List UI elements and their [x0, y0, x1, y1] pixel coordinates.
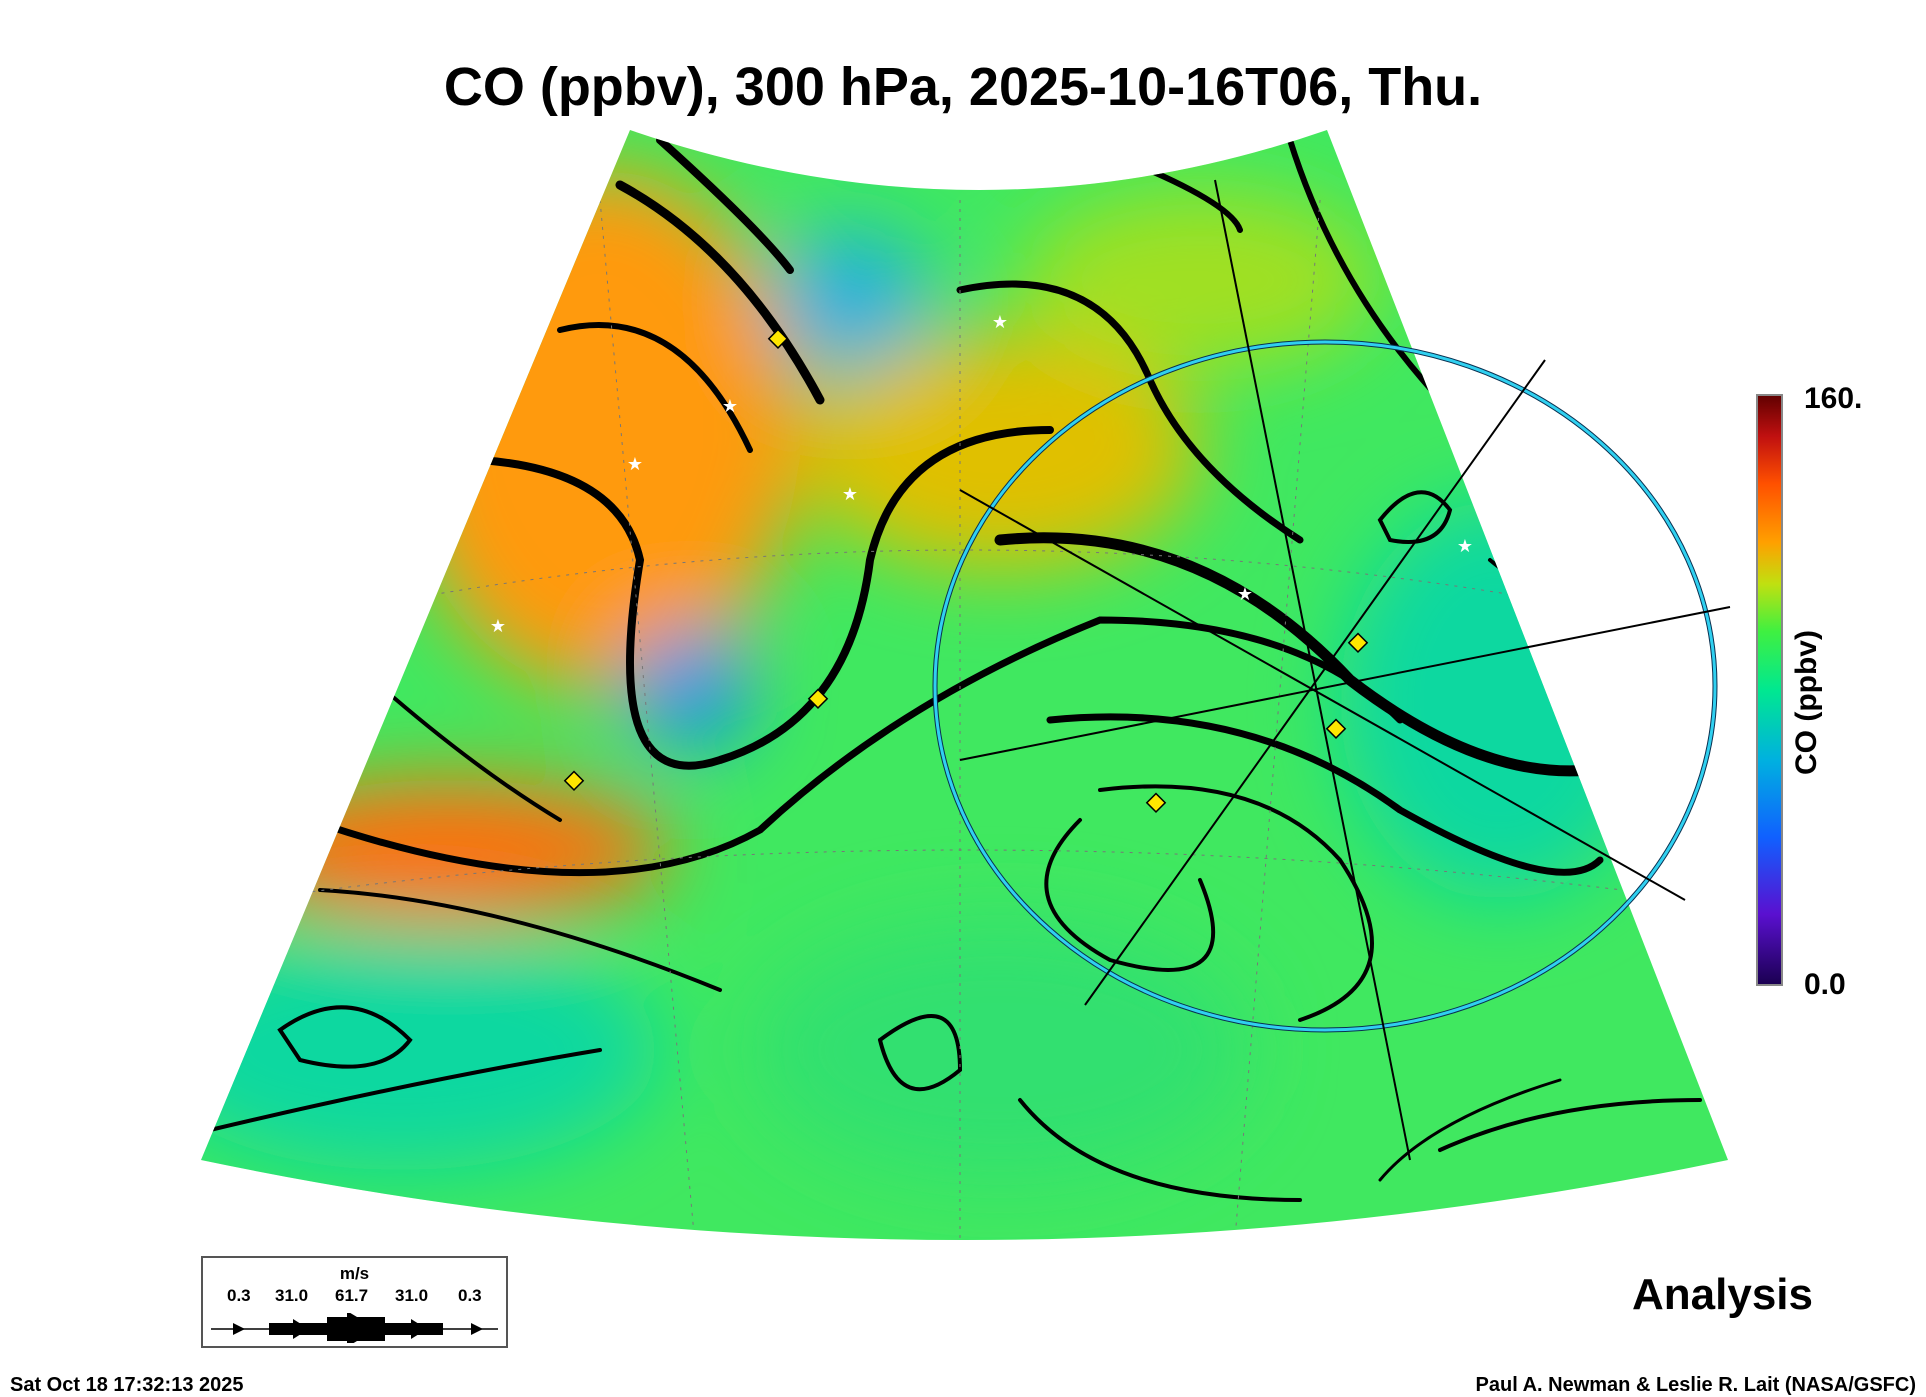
footer-timestamp: Sat Oct 18 17:32:13 2025 [10, 1374, 244, 1396]
footer-credit: Paul A. Newman & Leslie R. Lait (NASA/GS… [1475, 1374, 1916, 1396]
legend-value: 0.3 [227, 1286, 251, 1305]
graticule [249, 199, 1701, 1240]
trajectory-circle [932, 179, 1731, 1161]
legend-value: 31.0 [275, 1286, 309, 1305]
svg-text:★: ★ [722, 396, 738, 416]
svg-text:★: ★ [842, 484, 858, 504]
colorbar-max-label: 160. [1804, 382, 1863, 415]
colorbar-title: CO (ppbv) [1790, 630, 1823, 775]
star-markers: ★ ★ ★ ★ ★ ★ ★ [490, 312, 1473, 636]
svg-text:★: ★ [1237, 584, 1253, 604]
analysis-label: Analysis [1632, 1270, 1813, 1319]
legend-unit: m/s [339, 1264, 370, 1283]
svg-text:★: ★ [992, 312, 1008, 332]
svg-text:★: ★ [627, 454, 643, 474]
legend-arrows [211, 1313, 498, 1343]
colorbar [1756, 394, 1783, 986]
svg-text:★: ★ [1457, 536, 1473, 556]
map-title: CO (ppbv), 300 hPa, 2025-10-16T06, Thu. [443, 57, 1483, 117]
colorbar-min-label: 0.0 [1804, 968, 1846, 1001]
legend-value: 61.7 [335, 1286, 369, 1305]
legend-value: 0.3 [458, 1286, 482, 1305]
svg-text:★: ★ [490, 616, 506, 636]
station-markers [563, 328, 1369, 813]
co-field [201, 130, 1728, 1240]
legend-value: 31.0 [395, 1286, 429, 1305]
wind-speed-legend: m/s 0.3 31.0 61.7 31.0 0.3 [201, 1256, 508, 1348]
